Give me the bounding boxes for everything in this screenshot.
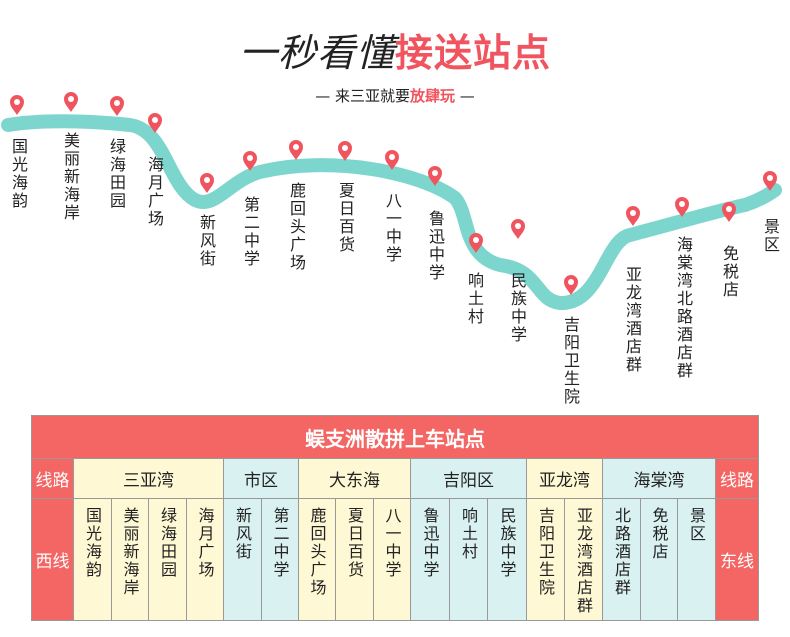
table-stop-label: 夏日百货 [345, 507, 364, 579]
region-yalongwan: 亚龙湾 [526, 458, 602, 498]
table-stop-cell: 第二中学 [261, 498, 298, 620]
table-stop-label: 第二中学 [270, 507, 290, 579]
table-stop-cell: 鹿回头广场 [298, 498, 335, 620]
stop-label: 鹿回头广场 [287, 182, 306, 272]
stop-label: 亚龙湾酒店群 [623, 266, 642, 374]
title-part1: 一秒看懂 [238, 31, 395, 75]
east-label: 东线 [715, 498, 758, 620]
table-stop-cell: 海月广场 [186, 498, 223, 620]
stop-label: 景区 [761, 218, 780, 254]
location-pin-icon [110, 96, 124, 116]
table-stop-cell: 民族中学 [487, 498, 526, 620]
region-haitangwan: 海棠湾 [602, 458, 715, 498]
location-pin-icon [675, 197, 689, 217]
table-stop-cell: 鲁迅中学 [410, 498, 449, 620]
location-pin-icon [243, 151, 257, 171]
stop-label: 鲁迅中学 [426, 210, 445, 282]
table-stop-label: 响土村 [459, 507, 478, 561]
region-jiyangqu: 吉阳区 [410, 458, 526, 498]
table-stop-label: 免税店 [649, 507, 669, 561]
stop-label: 响土村 [465, 272, 484, 326]
subtitle-prefix: — 来三亚就要 [315, 87, 410, 105]
table-stop-cell: 免税店 [640, 498, 677, 620]
table-stop-label: 鹿回头广场 [307, 507, 327, 597]
table-stop-label: 亚龙湾酒店群 [574, 507, 593, 615]
table-stop-label: 景区 [687, 507, 706, 543]
table-stop-cell: 新风街 [223, 498, 261, 620]
table-title: 蜈支洲散拼上车站点 [32, 416, 758, 458]
table-stop-cell: 国光海韵 [73, 498, 111, 620]
location-pin-icon [338, 141, 352, 161]
location-pin-icon [626, 206, 640, 226]
page-title: 一秒看懂接送站点 [0, 30, 790, 76]
route-label-left: 线路 [32, 458, 73, 498]
stop-label: 国光海韵 [9, 138, 28, 210]
table-stop-label: 绿海田园 [158, 507, 177, 579]
location-pin-icon [200, 173, 214, 193]
location-pin-icon [10, 95, 24, 115]
stop-label: 民族中学 [508, 272, 527, 344]
stop-label: 夏日百货 [336, 182, 355, 254]
location-pin-icon [469, 233, 483, 253]
table-stop-cell: 八一中学 [373, 498, 410, 620]
table-stop-cell: 响土村 [449, 498, 487, 620]
table-stop-label: 吉阳卫生院 [536, 507, 555, 597]
region-shiqu: 市区 [223, 458, 298, 498]
location-pin-icon [385, 150, 399, 170]
stop-label: 美丽新海岸 [61, 132, 80, 222]
route-label-right: 线路 [715, 458, 758, 498]
page-subtitle: — 来三亚就要放肆玩 — [0, 86, 790, 106]
table-stop-cell: 夏日百货 [335, 498, 373, 620]
table-stop-cell: 亚龙湾酒店群 [564, 498, 602, 620]
table-stop-cell: 景区 [677, 498, 715, 620]
subtitle-highlight: 放肆玩 [409, 87, 455, 105]
west-label: 西线 [32, 498, 73, 620]
location-pin-icon [763, 171, 777, 191]
location-pin-icon [148, 113, 162, 133]
location-pin-icon [722, 202, 736, 222]
table-stop-label: 民族中学 [497, 507, 517, 579]
table-stop-label: 海月广场 [195, 507, 215, 579]
stop-label: 海月广场 [145, 156, 164, 228]
stop-label: 海棠湾北路酒店群 [674, 236, 693, 380]
table-stop-label: 八一中学 [382, 507, 402, 579]
table-stop-cell: 北路酒店群 [602, 498, 640, 620]
stop-label: 新风街 [197, 214, 216, 268]
stop-label: 绿海田园 [107, 138, 126, 210]
stop-label: 第二中学 [241, 196, 260, 268]
table-stop-label: 北路酒店群 [612, 507, 631, 597]
stop-label: 免税店 [720, 245, 739, 299]
title-part2: 接送站点 [395, 31, 552, 75]
table-stop-cell: 绿海田园 [148, 498, 186, 620]
pickup-table: 蜈支洲散拼上车站点 线路 三亚湾 市区 大东海 吉阳区 亚龙湾 海棠湾 线路 西… [31, 415, 759, 621]
region-sanyawan: 三亚湾 [73, 458, 223, 498]
region-dadonghai: 大东海 [298, 458, 410, 498]
route-map [1, 92, 782, 310]
location-pin-icon [64, 92, 78, 112]
location-pin-icon [428, 166, 442, 186]
subtitle-suffix: — [455, 87, 475, 105]
location-pin-icon [289, 140, 303, 160]
table-stop-label: 鲁迅中学 [420, 507, 440, 579]
table-stop-label: 新风街 [233, 507, 252, 561]
location-pin-icon [511, 219, 525, 239]
table-stop-label: 国光海韵 [83, 507, 102, 579]
stop-label: 八一中学 [383, 192, 402, 264]
stop-label: 吉阳卫生院 [561, 316, 580, 406]
table-stop-cell: 美丽新海岸 [111, 498, 148, 620]
table-stop-label: 美丽新海岸 [120, 507, 140, 597]
location-pin-icon [564, 275, 578, 295]
table-stop-cell: 吉阳卫生院 [526, 498, 564, 620]
route-line [1, 114, 782, 310]
